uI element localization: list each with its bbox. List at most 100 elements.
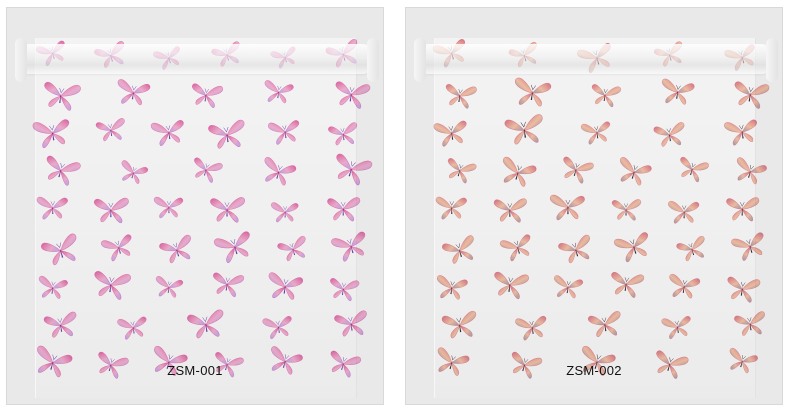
butterfly-sticker <box>336 153 373 186</box>
butterfly-sticker <box>46 155 81 186</box>
butterfly-sticker <box>213 272 245 298</box>
butterfly-sticker <box>327 197 361 222</box>
butterfly-sticker <box>734 311 765 336</box>
butterfly-sticker <box>724 119 757 146</box>
butterfly-sticker <box>736 157 767 185</box>
butterfly-sticker <box>93 197 129 224</box>
butterfly-sticker <box>729 347 758 374</box>
butterfly-sticker <box>504 114 543 145</box>
butterfly-sticker <box>731 232 764 261</box>
butterfly-sticker <box>563 156 594 184</box>
butterfly-sticker <box>515 315 547 341</box>
roll-end-right <box>367 38 379 82</box>
butterfly-sticker <box>447 158 477 184</box>
butterfly-sticker <box>499 234 531 262</box>
butterfly-sticker <box>330 278 360 302</box>
butterfly-sticker <box>493 198 527 223</box>
butterfly-sticker <box>661 316 691 340</box>
butterfly-sticker <box>614 232 648 263</box>
butterfly-sticker <box>191 83 223 108</box>
butterfly-sticker <box>153 196 184 219</box>
butterfly-sticker <box>271 346 303 375</box>
butterfly-sticker <box>582 345 616 376</box>
butterfly-sticker <box>494 271 529 300</box>
transparent-roll <box>420 44 770 74</box>
butterfly-sticker <box>554 275 583 299</box>
butterfly-sticker <box>611 271 645 298</box>
butterfly-sticker <box>580 121 611 145</box>
product-code-label: ZSM-001 <box>167 363 223 378</box>
butterfly-sticker <box>550 194 585 221</box>
butterfly-sticker <box>442 235 474 264</box>
butterfly-sticker <box>588 311 621 338</box>
butterfly-sticker <box>262 316 292 340</box>
transparent-roll <box>21 44 371 74</box>
butterfly-sticker <box>727 276 761 303</box>
butterfly-sticker <box>121 160 149 184</box>
butterfly-sticker <box>100 234 132 262</box>
butterfly-sticker <box>268 272 303 300</box>
butterfly-sticker <box>43 311 77 338</box>
butterfly-sticker <box>264 80 294 104</box>
butterfly-sticker <box>213 231 250 263</box>
butterfly-sticker <box>38 275 68 299</box>
butterfly-sticker <box>268 120 300 145</box>
butterfly-sticker <box>215 352 244 378</box>
butterfly-sticker <box>514 77 552 107</box>
butterfly-sticker <box>277 235 306 262</box>
butterfly-sticker <box>36 196 68 220</box>
butterfly-sticker <box>32 119 70 149</box>
sticker-sheet <box>35 38 357 398</box>
product-code-label: ZSM-002 <box>566 363 622 378</box>
product-photo-zsm-001: ZSM-001 <box>6 7 384 405</box>
butterfly-sticker <box>669 273 701 299</box>
butterfly-sticker <box>676 235 705 262</box>
butterfly-sticker <box>435 196 467 220</box>
butterfly-sticker <box>611 199 642 221</box>
butterfly-sticker <box>668 200 700 224</box>
butterfly-sticker <box>558 234 590 264</box>
butterfly-sticker <box>95 118 125 142</box>
butterfly-sticker <box>503 156 537 187</box>
butterfly-sticker <box>661 78 695 105</box>
butterfly-sticker <box>270 202 299 223</box>
butterfly-sticker <box>98 351 129 379</box>
butterfly-sticker <box>331 231 366 262</box>
butterfly-sticker <box>591 84 621 108</box>
butterfly-sticker <box>437 347 470 376</box>
butterfly-sticker <box>436 275 468 300</box>
butterfly-sticker <box>154 345 188 376</box>
butterfly-sticker <box>94 271 131 300</box>
butterfly-sticker <box>41 233 77 266</box>
butterfly-sticker <box>264 157 297 186</box>
roll-end-right <box>766 38 778 82</box>
butterfly-sticker <box>334 310 367 337</box>
butterfly-sticker <box>726 197 760 222</box>
butterfly-sticker <box>433 120 467 147</box>
butterfly-stickers <box>32 39 373 379</box>
butterfly-sticker <box>208 119 245 149</box>
butterfly-sticker <box>187 309 224 339</box>
sticker-sheet <box>434 38 756 398</box>
butterfly-sticker <box>680 156 709 183</box>
butterfly-sticker <box>335 81 371 109</box>
roll-end-left <box>414 38 426 82</box>
product-photo-zsm-002: ZSM-002 <box>405 7 783 405</box>
butterfly-stickers <box>432 39 770 379</box>
butterfly-sticker <box>653 122 685 147</box>
butterfly-sticker <box>150 120 184 147</box>
butterfly-sticker <box>117 316 147 340</box>
roll-end-left <box>15 38 27 82</box>
butterfly-sticker <box>619 157 652 186</box>
butterfly-sticker <box>511 351 543 379</box>
butterfly-sticker <box>330 350 362 378</box>
butterfly-sticker <box>155 276 184 298</box>
butterfly-sticker <box>44 81 81 111</box>
butterfly-sticker <box>194 157 223 183</box>
butterfly-sticker <box>117 79 151 106</box>
butterfly-sticker <box>734 81 770 109</box>
butterfly-sticker <box>441 310 477 339</box>
butterfly-sticker <box>328 122 358 146</box>
butterfly-sticker <box>656 350 689 379</box>
butterfly-sticker <box>210 197 245 223</box>
